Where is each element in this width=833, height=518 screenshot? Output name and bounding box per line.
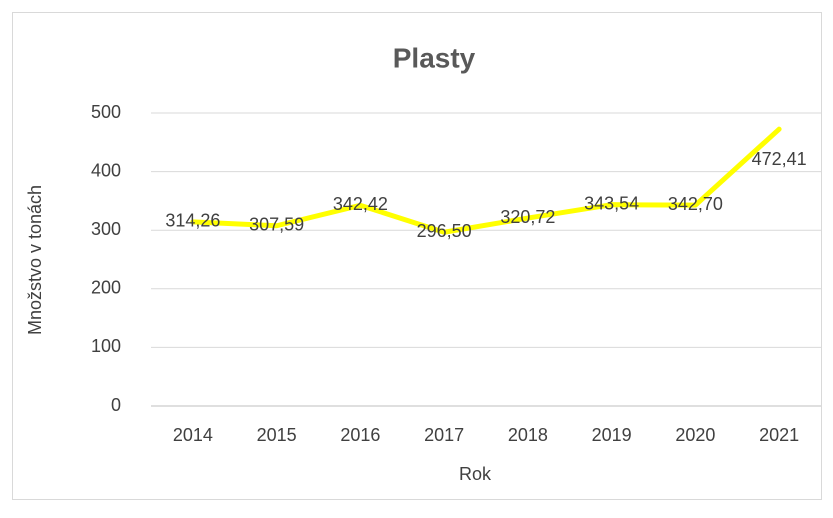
x-tick-label: 2016 — [340, 425, 380, 445]
data-label: 314,26 — [165, 211, 220, 231]
x-tick-label: 2018 — [508, 425, 548, 445]
data-label: 342,42 — [333, 194, 388, 214]
y-tick-label: 300 — [91, 219, 121, 239]
data-label: 307,59 — [249, 215, 304, 235]
x-tick-label: 2015 — [257, 425, 297, 445]
x-tick-label: 2017 — [424, 425, 464, 445]
x-tick-label: 2020 — [675, 425, 715, 445]
x-tick-label: 2014 — [173, 425, 213, 445]
data-label: 320,72 — [500, 207, 555, 227]
x-tick-label: 2019 — [592, 425, 632, 445]
y-axis-title: Množstvo v tonách — [25, 185, 45, 335]
line — [190, 126, 782, 235]
chart-border — [12, 12, 822, 500]
data-label: 296,50 — [417, 221, 472, 241]
y-tick-label: 200 — [91, 278, 121, 298]
data-label: 343,54 — [584, 193, 639, 213]
y-tick-label: 400 — [91, 160, 121, 180]
x-tick-label: 2021 — [759, 425, 799, 445]
x-axis-title: Rok — [459, 464, 492, 484]
y-tick-label: 100 — [91, 336, 121, 356]
data-label: 342,70 — [668, 194, 723, 214]
chart-title: Plasty — [393, 42, 476, 73]
y-tick-label: 500 — [91, 102, 121, 122]
data-label: 472,41 — [752, 149, 807, 169]
y-tick-label: 0 — [111, 395, 121, 415]
